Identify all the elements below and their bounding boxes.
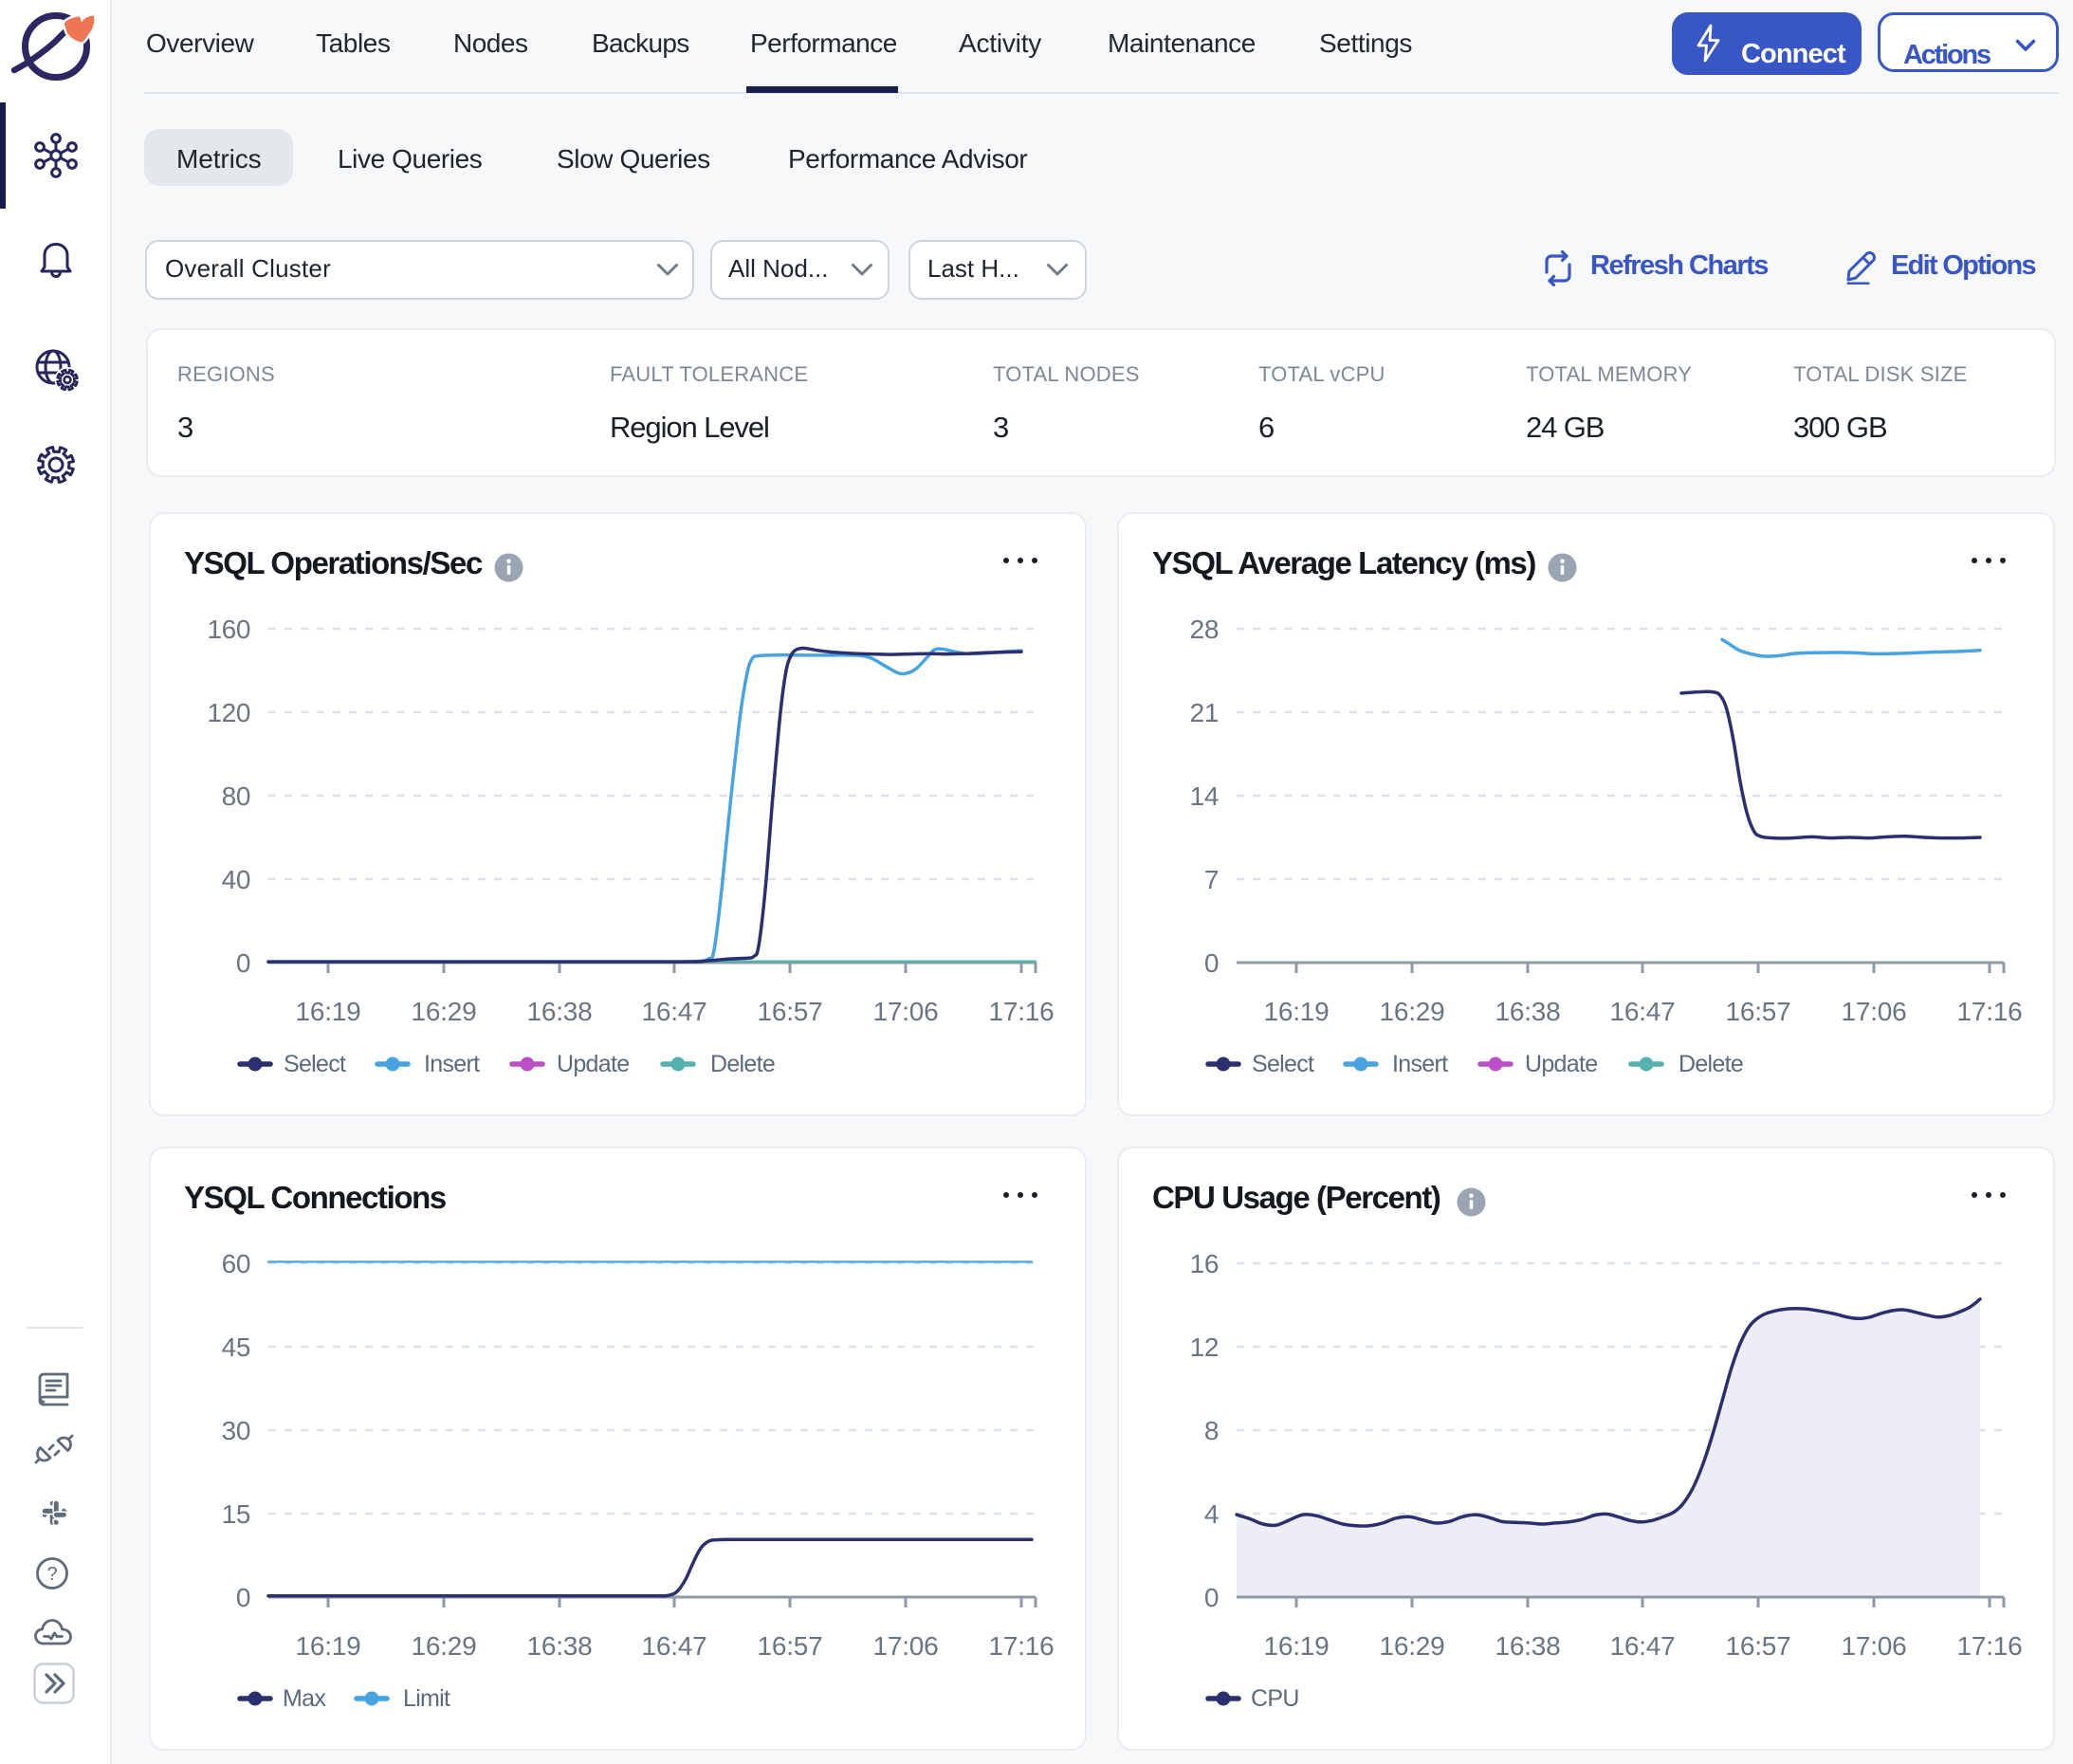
svg-text:?: ? (46, 1564, 57, 1585)
svg-text:Insert: Insert (424, 1051, 480, 1077)
svg-text:0: 0 (1204, 1583, 1219, 1612)
svg-text:12: 12 (1190, 1332, 1219, 1362)
svg-text:Select: Select (284, 1051, 346, 1077)
svg-text:16:19: 16:19 (1263, 997, 1329, 1026)
svg-text:0: 0 (1204, 948, 1219, 978)
svg-text:Update: Update (1525, 1051, 1597, 1077)
svg-text:45: 45 (222, 1332, 250, 1362)
svg-text:15: 15 (222, 1499, 250, 1529)
svg-text:16:19: 16:19 (295, 997, 360, 1026)
svg-text:16:29: 16:29 (1379, 997, 1444, 1026)
svg-text:Insert: Insert (1392, 1051, 1448, 1077)
svg-text:16:57: 16:57 (1725, 997, 1790, 1026)
svg-text:16:29: 16:29 (411, 997, 476, 1026)
svg-text:Max: Max (283, 1685, 326, 1712)
svg-text:Limit: Limit (403, 1685, 450, 1712)
svg-text:16: 16 (1190, 1249, 1219, 1278)
svg-text:17:16: 17:16 (1956, 1631, 2022, 1661)
svg-text:17:16: 17:16 (988, 997, 1054, 1026)
svg-text:0: 0 (236, 948, 250, 978)
svg-text:16:47: 16:47 (641, 997, 706, 1026)
svg-text:7: 7 (1204, 865, 1219, 894)
svg-text:16:57: 16:57 (1725, 1631, 1790, 1661)
svg-text:16:57: 16:57 (757, 997, 822, 1026)
svg-text:21: 21 (1190, 698, 1219, 727)
svg-text:16:19: 16:19 (1263, 1631, 1329, 1661)
svg-text:60: 60 (222, 1249, 250, 1278)
svg-text:160: 160 (207, 615, 250, 644)
svg-text:16:47: 16:47 (641, 1631, 706, 1661)
svg-text:16:29: 16:29 (1379, 1631, 1444, 1661)
svg-text:Select: Select (1252, 1051, 1314, 1077)
svg-text:17:06: 17:06 (872, 997, 938, 1026)
svg-text:17:06: 17:06 (872, 1631, 938, 1661)
svg-text:16:38: 16:38 (526, 997, 592, 1026)
svg-text:16:29: 16:29 (411, 1631, 476, 1661)
svg-text:17:06: 17:06 (1841, 997, 1906, 1026)
svg-text:40: 40 (222, 865, 250, 894)
svg-text:8: 8 (1204, 1416, 1219, 1445)
svg-text:16:47: 16:47 (1609, 997, 1675, 1026)
svg-text:Update: Update (557, 1051, 629, 1077)
svg-text:17:16: 17:16 (988, 1631, 1054, 1661)
svg-text:14: 14 (1190, 781, 1219, 811)
svg-text:0: 0 (236, 1583, 250, 1612)
svg-text:16:38: 16:38 (1495, 997, 1560, 1026)
svg-text:16:57: 16:57 (757, 1631, 822, 1661)
svg-text:16:19: 16:19 (295, 1631, 360, 1661)
svg-text:16:47: 16:47 (1609, 1631, 1675, 1661)
svg-text:4: 4 (1204, 1499, 1219, 1529)
svg-text:Delete: Delete (1679, 1051, 1743, 1077)
svg-text:CPU: CPU (1251, 1685, 1299, 1712)
svg-text:16:38: 16:38 (1495, 1631, 1560, 1661)
svg-text:17:16: 17:16 (1956, 997, 2022, 1026)
svg-text:120: 120 (207, 698, 250, 727)
svg-text:16:38: 16:38 (526, 1631, 592, 1661)
svg-text:Delete: Delete (710, 1051, 775, 1077)
svg-text:80: 80 (222, 781, 250, 811)
svg-text:30: 30 (222, 1416, 250, 1445)
svg-text:28: 28 (1190, 615, 1219, 644)
svg-text:17:06: 17:06 (1841, 1631, 1906, 1661)
